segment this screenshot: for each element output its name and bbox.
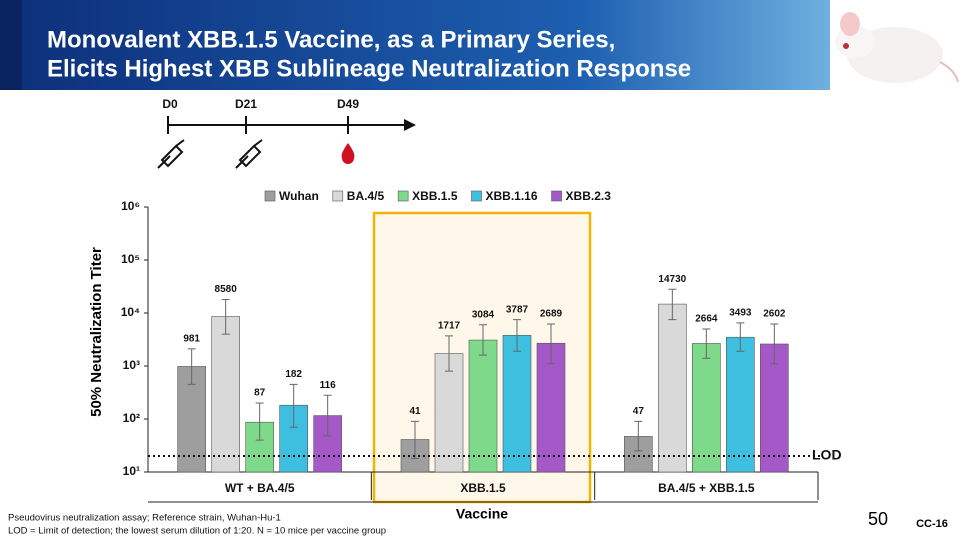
slide-code: CC-16	[916, 518, 948, 530]
y-tick-label: 10²	[123, 411, 140, 425]
bar	[502, 335, 532, 473]
legend-swatch	[332, 190, 344, 202]
error-bar	[547, 323, 555, 365]
error-bar	[221, 298, 230, 335]
timeline-label: D21	[235, 97, 257, 111]
legend-label: Wuhan	[279, 189, 319, 203]
error-bar	[479, 324, 487, 356]
value-label: 41	[409, 406, 421, 417]
bar	[468, 339, 498, 473]
bar	[658, 303, 687, 473]
timeline-label: D49	[337, 97, 359, 111]
header-edge	[0, 0, 22, 90]
header-band	[0, 0, 830, 90]
legend-swatch	[551, 190, 562, 202]
error-bar	[668, 288, 677, 321]
legend-label: XBB.1.16	[486, 189, 538, 203]
value-label: 3787	[506, 304, 529, 315]
error-bar	[255, 402, 264, 441]
page-number: 50	[868, 509, 888, 529]
y-tick-label: 10¹	[123, 464, 140, 478]
lod-label: LOD	[812, 447, 842, 463]
legend-label: XBB.1.5	[412, 189, 458, 203]
legend-label: XBB.2.3	[566, 189, 612, 203]
error-bar	[289, 383, 298, 428]
legend-label: BA.4/5	[347, 189, 385, 203]
x-tick-label: BA.4/5 + XBB.1.5	[658, 481, 755, 495]
value-label: 87	[254, 388, 266, 399]
x-tick-label: XBB.1.5	[460, 481, 506, 495]
mouse-icon	[835, 12, 959, 83]
bar	[536, 342, 566, 473]
error-bar	[411, 420, 419, 459]
y-axis-label: 50% Neutralization Titer	[88, 247, 105, 417]
footnote: LOD = Limit of detection; the lowest ser…	[8, 526, 386, 537]
y-tick-label: 10⁵	[121, 252, 140, 266]
bar	[211, 316, 240, 473]
timeline	[157, 116, 416, 169]
legend-swatch	[471, 190, 482, 202]
value-label: 2664	[695, 314, 718, 325]
bar	[692, 343, 721, 473]
x-axis-label: Vaccine	[456, 506, 508, 522]
error-bar	[513, 319, 521, 352]
y-tick-label: 10⁶	[121, 199, 140, 213]
x-tick-label: WT + BA.4/5	[225, 481, 295, 495]
value-label: 2689	[540, 309, 563, 320]
footnote: Pseudovirus neutralization assay; Refere…	[8, 513, 281, 524]
error-bar	[770, 323, 779, 365]
error-bar	[323, 394, 332, 437]
value-label: 47	[633, 406, 645, 417]
y-tick-label: 10⁴	[121, 305, 140, 319]
error-bar	[736, 322, 745, 352]
value-label: 3493	[729, 308, 752, 319]
value-label: 14730	[658, 274, 686, 285]
value-label: 8580	[215, 284, 238, 295]
value-label: 182	[285, 369, 302, 380]
error-bar	[634, 420, 643, 452]
bar	[726, 336, 755, 473]
title-line: Elicits Highest XBB Sublineage Neutraliz…	[47, 55, 691, 82]
value-label: 3084	[472, 309, 495, 320]
error-bar	[702, 328, 711, 359]
title-line: Monovalent XBB.1.5 Vaccine, as a Primary…	[47, 26, 615, 53]
value-label: 2602	[763, 309, 786, 320]
value-label: 981	[183, 334, 200, 345]
y-tick-label: 10³	[123, 358, 140, 372]
bar	[760, 343, 789, 473]
timeline-label: D0	[162, 97, 178, 111]
value-label: 1717	[438, 321, 461, 332]
error-bar	[187, 348, 196, 385]
error-bar	[445, 335, 453, 372]
value-label: 116	[320, 380, 337, 391]
legend-swatch	[397, 190, 409, 202]
legend-swatch	[264, 190, 276, 202]
